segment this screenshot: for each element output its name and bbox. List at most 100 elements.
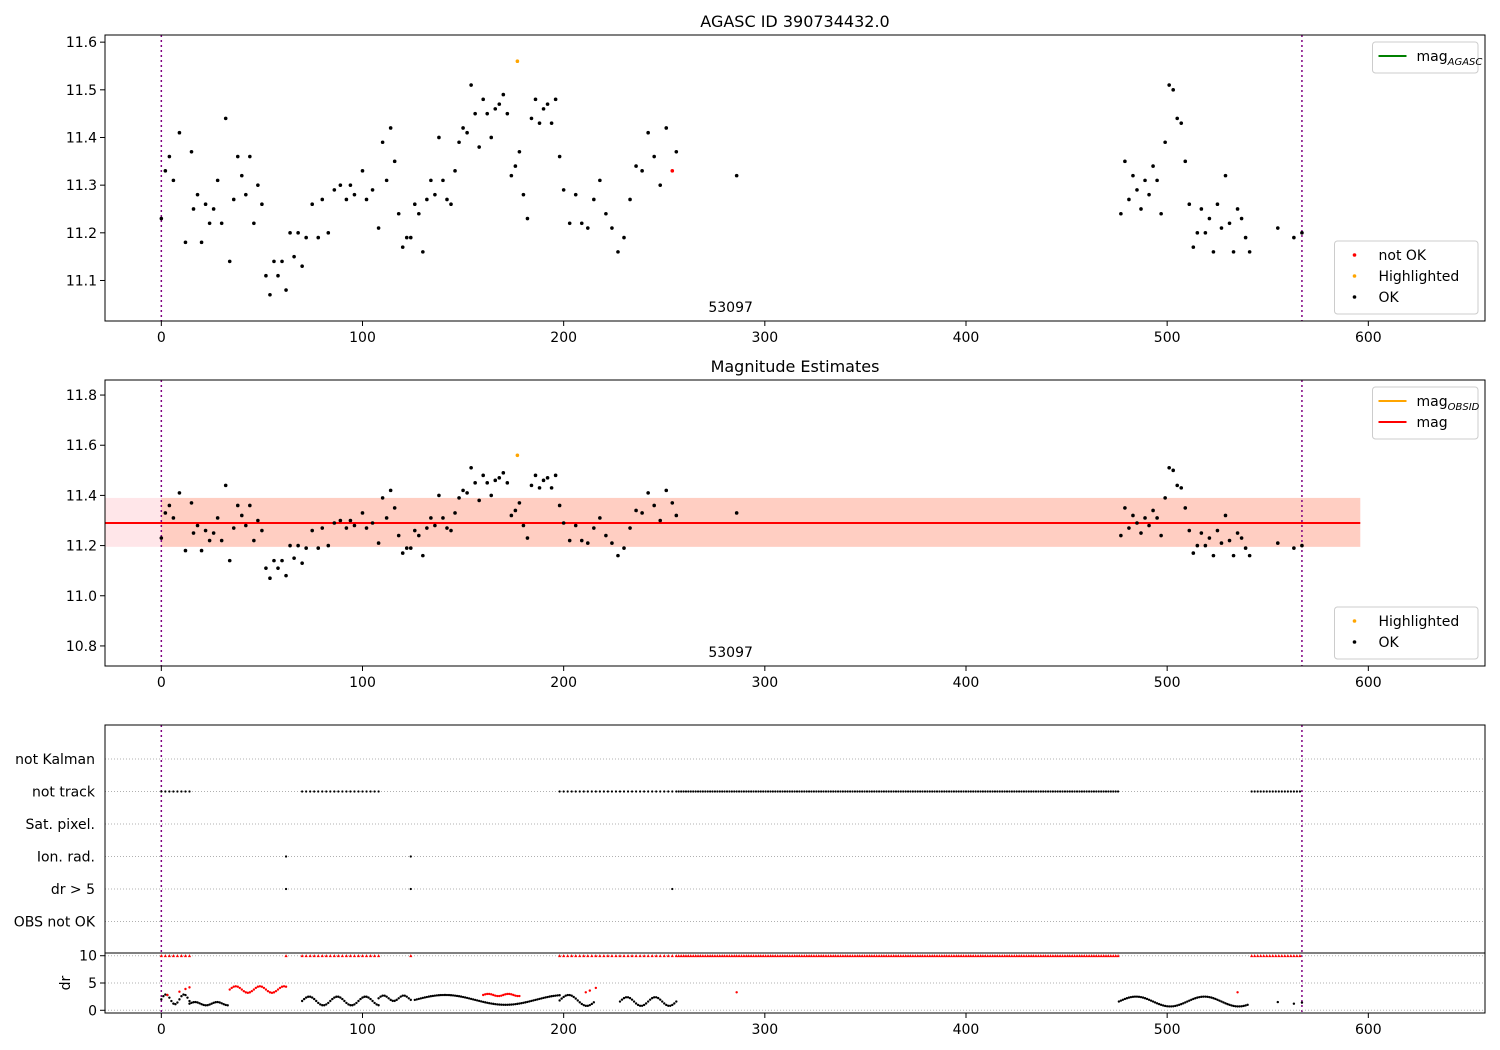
flag-point bbox=[172, 790, 175, 793]
y-tick-label: 10.8 bbox=[66, 639, 97, 655]
flag-row-label: not track bbox=[32, 785, 96, 801]
dr-point bbox=[1133, 995, 1137, 998]
data-point-ok bbox=[1223, 513, 1228, 518]
dr-point bbox=[588, 1003, 592, 1007]
dr-capped-marker bbox=[598, 954, 602, 958]
data-point-ok bbox=[400, 551, 405, 555]
dr-capped-marker bbox=[1024, 954, 1028, 958]
legend-dot-swatch bbox=[1352, 274, 1357, 278]
legend-label-text: OK bbox=[1379, 290, 1400, 306]
flag-point bbox=[774, 790, 777, 793]
dr-point bbox=[524, 1001, 527, 1004]
dr-capped-marker bbox=[945, 954, 949, 958]
dr-point bbox=[160, 998, 163, 1001]
flag-point bbox=[618, 790, 622, 793]
dr-point bbox=[304, 996, 308, 999]
dr-capped-marker bbox=[1056, 954, 1060, 958]
dr-capped-marker bbox=[175, 954, 180, 958]
flag-point bbox=[373, 790, 376, 793]
dr-capped-marker bbox=[1073, 954, 1077, 958]
data-point-ok bbox=[231, 197, 236, 202]
dr-point bbox=[369, 997, 372, 1001]
flag-point bbox=[1044, 790, 1047, 793]
flag-point bbox=[766, 790, 770, 793]
flag-point bbox=[361, 790, 364, 793]
data-point-ok bbox=[525, 536, 530, 540]
flag-point bbox=[868, 790, 871, 793]
flag-point bbox=[771, 790, 774, 793]
flag-point bbox=[827, 790, 830, 793]
dr-point bbox=[1196, 996, 1199, 999]
flag-point bbox=[1080, 790, 1083, 793]
flag-point bbox=[574, 790, 577, 793]
data-point-ok bbox=[628, 197, 632, 202]
data-point-ok bbox=[388, 488, 393, 493]
dr-point bbox=[626, 996, 630, 999]
dr-capped-marker bbox=[995, 954, 999, 958]
dr-capped-marker bbox=[1114, 954, 1118, 958]
flag-point bbox=[1095, 790, 1098, 793]
data-point-ok bbox=[557, 503, 562, 508]
dr-point bbox=[646, 1000, 650, 1003]
flag-point bbox=[353, 790, 356, 793]
dr-point bbox=[590, 1002, 594, 1006]
dr-capped-marker bbox=[981, 954, 985, 958]
dr-capped-marker bbox=[1277, 954, 1281, 958]
flag-point bbox=[728, 790, 731, 793]
dr-point bbox=[393, 999, 396, 1003]
dr-point-red bbox=[256, 985, 260, 988]
dr-point bbox=[194, 1000, 197, 1004]
data-point-ok bbox=[1219, 226, 1224, 230]
dr-capped-marker bbox=[1031, 954, 1036, 958]
data-point-ok bbox=[167, 154, 172, 159]
data-point-ok bbox=[1199, 207, 1204, 211]
flag-point bbox=[713, 790, 717, 793]
dr-point-red bbox=[274, 989, 278, 993]
dr-capped-marker bbox=[1099, 954, 1103, 958]
dr-capped-marker bbox=[1298, 954, 1302, 958]
dr-point bbox=[618, 1000, 622, 1003]
flag-point bbox=[680, 790, 683, 793]
flag-row-label: not Kalman bbox=[15, 752, 95, 768]
dr-point bbox=[188, 1002, 191, 1005]
data-point-ok bbox=[497, 102, 502, 106]
data-point-ok bbox=[219, 538, 224, 543]
data-point-ok bbox=[579, 538, 584, 543]
data-point-ok bbox=[203, 202, 208, 207]
dr-capped-marker bbox=[686, 954, 690, 958]
flag-point bbox=[325, 790, 328, 793]
flag-point bbox=[844, 790, 847, 793]
dr-capped-marker bbox=[891, 954, 896, 958]
data-point-ok bbox=[332, 188, 337, 192]
dr-capped-marker bbox=[336, 954, 340, 958]
dr-point bbox=[377, 997, 380, 1000]
dr-capped-marker bbox=[312, 954, 316, 958]
dr-point bbox=[449, 994, 453, 997]
dr-point bbox=[461, 995, 465, 999]
dr-point bbox=[407, 997, 410, 1000]
data-point-ok bbox=[1207, 216, 1212, 221]
data-point-ok bbox=[244, 523, 248, 528]
dr-point bbox=[1163, 1004, 1167, 1008]
dr-capped-marker bbox=[1065, 954, 1069, 958]
flag-point bbox=[1109, 790, 1112, 793]
dr-point bbox=[385, 995, 388, 998]
flag-point bbox=[986, 790, 989, 793]
flag-point bbox=[788, 790, 791, 793]
x-tick-label: 300 bbox=[751, 1022, 778, 1038]
flag-point bbox=[1015, 790, 1018, 793]
dr-point bbox=[379, 995, 382, 998]
data-point-ok bbox=[489, 493, 494, 498]
dr-point bbox=[1137, 995, 1141, 999]
dr-point bbox=[586, 1004, 589, 1008]
data-point-ok bbox=[437, 493, 441, 498]
flag-point bbox=[1250, 790, 1253, 793]
flag-point bbox=[614, 790, 618, 793]
legend-label-text: mag bbox=[1417, 49, 1448, 65]
dr-point bbox=[500, 1003, 503, 1006]
dr-point bbox=[1228, 1003, 1231, 1007]
dr-point-red bbox=[232, 985, 235, 988]
dr-capped-marker bbox=[913, 954, 917, 958]
flag-point bbox=[1292, 790, 1295, 793]
